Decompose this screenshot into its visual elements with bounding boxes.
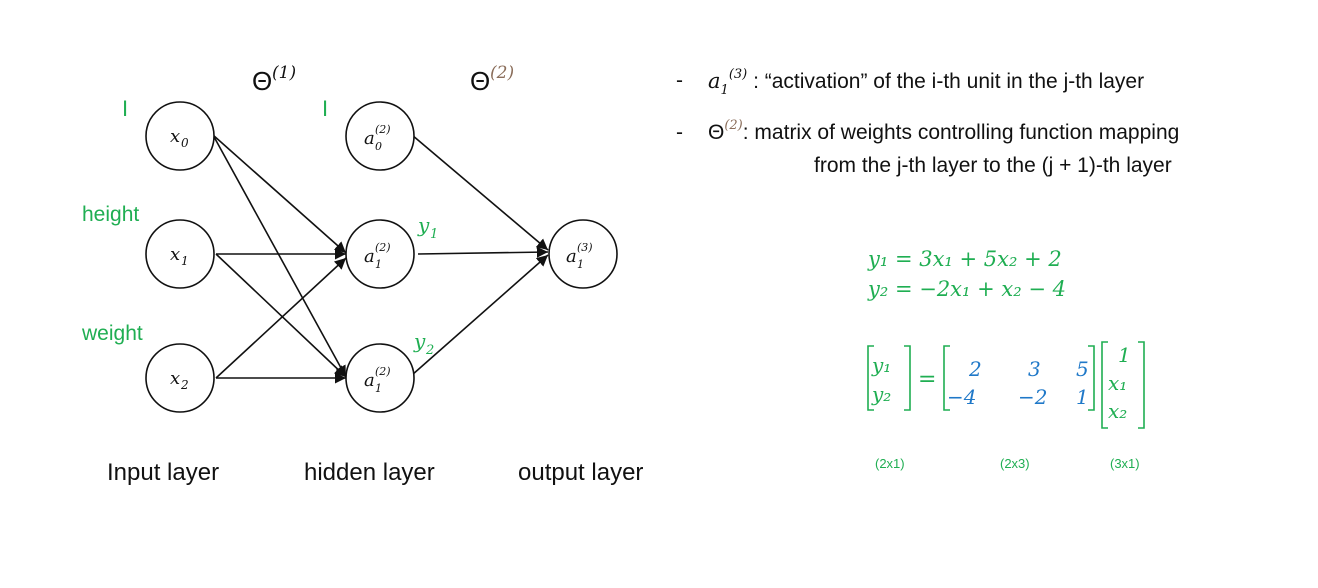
svg-text:1: 1 [430, 227, 438, 242]
activation-symbol-sub: 1 [720, 83, 729, 98]
w-r1c1: 2 [968, 357, 982, 381]
edge-label-y2: y 2 [413, 329, 434, 358]
svg-text:Θ: Θ [252, 66, 272, 96]
input-label-weight: weight [81, 322, 143, 345]
input-bracket-left [1101, 341, 1108, 429]
svg-text:1: 1 [181, 254, 189, 268]
input-vec-1: 1 [1118, 343, 1131, 367]
svg-text:1: 1 [375, 258, 382, 271]
theta2-label: Θ (2) [470, 63, 514, 96]
svg-text:x: x [170, 244, 180, 265]
w-r2c2: −2 [1018, 385, 1047, 409]
svg-text:2: 2 [180, 378, 189, 392]
edge-label-y1: y 1 [417, 213, 438, 242]
svg-text:(2): (2) [375, 365, 391, 378]
svg-text:a: a [364, 370, 375, 391]
layer-title-hidden: hidden layer [304, 459, 435, 486]
svg-text:(2): (2) [490, 63, 514, 83]
svg-text:0: 0 [375, 140, 382, 153]
svg-text:0: 0 [181, 136, 189, 150]
lhs-y2: y₂ [871, 382, 891, 406]
bias-mark-input: I [122, 96, 128, 121]
edge-h0-out [411, 134, 549, 251]
input-node-x0: x 0 [145, 101, 215, 171]
theta1-label: Θ (1) [252, 63, 296, 96]
hidden-node-a1: a 1 (2) [345, 219, 415, 289]
edge-x2-h1 [215, 257, 347, 379]
w-r1c2: 3 [1028, 357, 1041, 381]
edge-h1-out [417, 246, 549, 258]
w-r2c3: 1 [1076, 385, 1089, 409]
svg-text:Θ: Θ [470, 66, 490, 96]
hidden-node-a0: a 0 (2) [345, 101, 415, 171]
svg-text:(2): (2) [375, 123, 391, 136]
input-bracket-right [1138, 341, 1145, 429]
weight-bracket-right [1088, 345, 1095, 411]
edges-layer2 [411, 134, 549, 376]
svg-text:a: a [364, 128, 375, 149]
bullet-theta: - Θ(2): matrix of weights controlling fu… [670, 118, 1310, 181]
w-r2c1: −4 [947, 385, 976, 409]
svg-text:1: 1 [577, 258, 584, 271]
svg-text:x: x [170, 368, 180, 389]
activation-symbol: a [708, 69, 721, 93]
activation-description: : “activation” of the i-th unit in the j… [753, 70, 1145, 93]
lhs-bracket-left [867, 345, 874, 411]
edge-h2-out [411, 254, 549, 376]
svg-text:1: 1 [375, 382, 382, 395]
svg-text:y: y [413, 329, 426, 353]
theta-description-line1: : matrix of weights controlling function… [742, 121, 1180, 144]
input-vec-x1: x₁ [1108, 371, 1127, 395]
svg-text:(2): (2) [375, 241, 391, 254]
bullet-marker: - [676, 121, 683, 144]
theta-description-line2: from the j-th layer to the (j + 1)-th la… [814, 154, 1172, 177]
svg-text:a: a [566, 246, 577, 267]
svg-text:(1): (1) [272, 63, 296, 83]
lhs-y1: y₁ [871, 353, 891, 377]
edge-x1-h2 [215, 253, 347, 378]
layer-title-input: Input layer [107, 459, 219, 486]
explanation-panel: - a1(3) : “activation” of the i-th unit … [670, 66, 1310, 181]
svg-text:a: a [364, 246, 375, 267]
layer-title-output: output layer [518, 459, 643, 486]
equation-y2: y₂ = −2x₁ + x₂ − 4 [867, 277, 1066, 301]
input-vec-x2: x₂ [1108, 399, 1127, 423]
weight-bracket-left [943, 345, 950, 411]
input-node-x1: x 1 [145, 219, 215, 289]
dim-label-weights: (2x3) [1000, 456, 1030, 471]
svg-text:(3): (3) [577, 241, 593, 254]
bullet-activation: - a1(3) : “activation” of the i-th unit … [670, 66, 1310, 100]
edges-layer1 [212, 134, 347, 384]
equation-y1: y₁ = 3x₁ + 5x₂ + 2 [867, 247, 1062, 271]
theta-symbol: Θ [708, 121, 725, 144]
theta-symbol-sup: (2) [724, 118, 743, 133]
lhs-bracket-right [904, 345, 911, 411]
bias-mark-hidden: I [322, 96, 328, 121]
input-node-x2: x 2 [145, 343, 215, 413]
svg-text:y: y [417, 213, 430, 237]
input-label-height: height [82, 203, 139, 226]
edge-x0-h1 [212, 134, 347, 254]
equals-sign: = [918, 367, 936, 392]
dim-label-lhs: (2x1) [875, 456, 905, 471]
w-r1c3: 5 [1076, 357, 1089, 381]
svg-text:x: x [170, 126, 180, 147]
output-node-a3: a 1 (3) [548, 219, 618, 289]
dim-label-inputs: (3x1) [1110, 456, 1140, 471]
hidden-node-a1-second: a 1 (2) [345, 343, 415, 413]
svg-text:2: 2 [425, 343, 434, 358]
activation-symbol-sup: (3) [728, 67, 748, 82]
edge-x0-h2 [212, 134, 347, 378]
matrix-equation: y₁ y₂ = 2 3 5 −4 −2 1 1 x₁ x₂ [867, 341, 1145, 429]
bullet-marker: - [676, 69, 683, 92]
